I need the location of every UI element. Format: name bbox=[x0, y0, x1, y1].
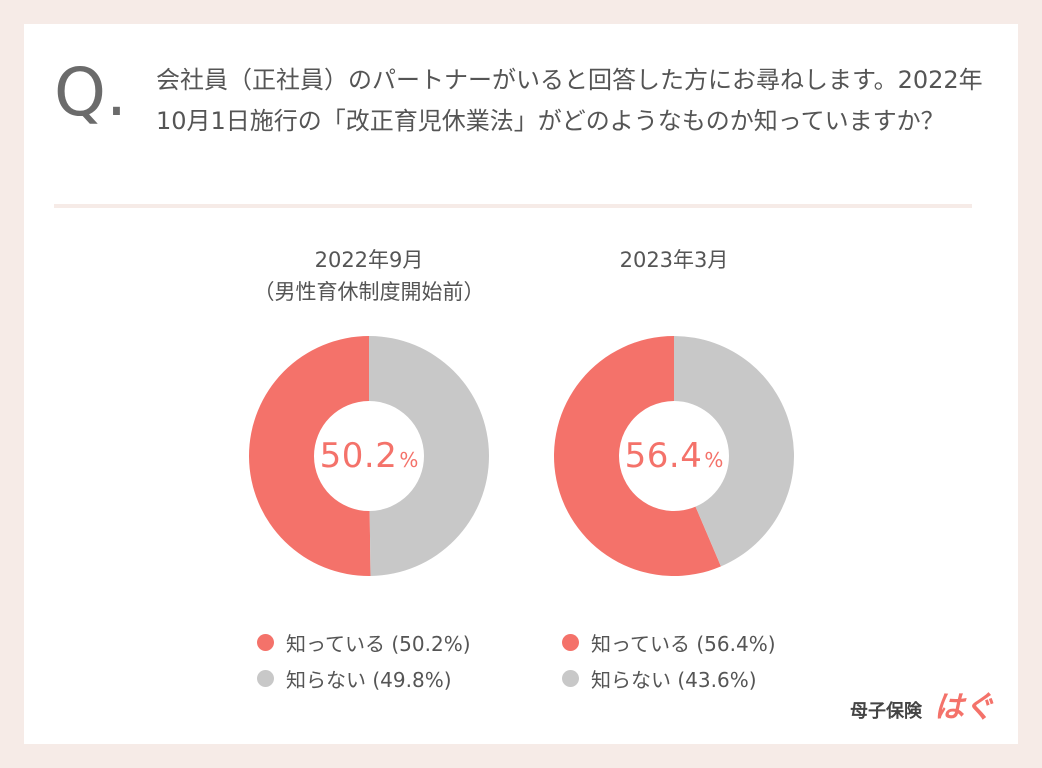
brand-name: 母子保険 bbox=[850, 701, 922, 722]
donut-chart-2023-03 bbox=[554, 336, 794, 576]
legend-label-known: 知っている (56.4%) bbox=[591, 631, 776, 656]
slice-known bbox=[249, 336, 371, 576]
slice-known bbox=[554, 336, 721, 576]
chart-title: 2023年3月 bbox=[619, 248, 729, 272]
legend: 知っている (50.2%) 知らない (49.8%) bbox=[257, 624, 519, 696]
legend-dot-unknown bbox=[257, 669, 274, 687]
legend-label-known: 知っている (50.2%) bbox=[286, 631, 471, 656]
legend-label-unknown: 知らない (43.6%) bbox=[591, 667, 757, 692]
legend-dot-known bbox=[257, 633, 274, 651]
brand-logo-mark: はぐ bbox=[934, 690, 994, 725]
survey-card: Q. 会社員（正社員）のパートナーがいると回答した方にお尋ねします。2022年1… bbox=[24, 24, 1018, 744]
question-mark-label: Q. bbox=[54, 54, 127, 131]
brand-logo: 母子保険 はぐ bbox=[850, 682, 994, 726]
divider bbox=[54, 204, 972, 208]
legend-item-known: 知っている (56.4%) bbox=[562, 624, 824, 660]
slice-unknown bbox=[369, 336, 489, 576]
slice-unknown bbox=[674, 336, 794, 567]
legend-dot-unknown bbox=[562, 669, 579, 687]
donut-chart-2022-09 bbox=[249, 336, 489, 576]
legend-dot-known bbox=[562, 633, 579, 651]
legend: 知っている (56.4%) 知らない (43.6%) bbox=[562, 624, 824, 696]
legend-item-known: 知っている (50.2%) bbox=[257, 624, 519, 660]
legend-item-unknown: 知らない (49.8%) bbox=[257, 660, 519, 696]
legend-label-unknown: 知らない (49.8%) bbox=[286, 667, 452, 692]
question-text: 会社員（正社員）のパートナーがいると回答した方にお尋ねします。2022年10月1… bbox=[156, 66, 983, 135]
legend-item-unknown: 知らない (43.6%) bbox=[562, 660, 824, 696]
chart-title: 2022年9月 （男性育休制度開始前） bbox=[253, 248, 485, 304]
